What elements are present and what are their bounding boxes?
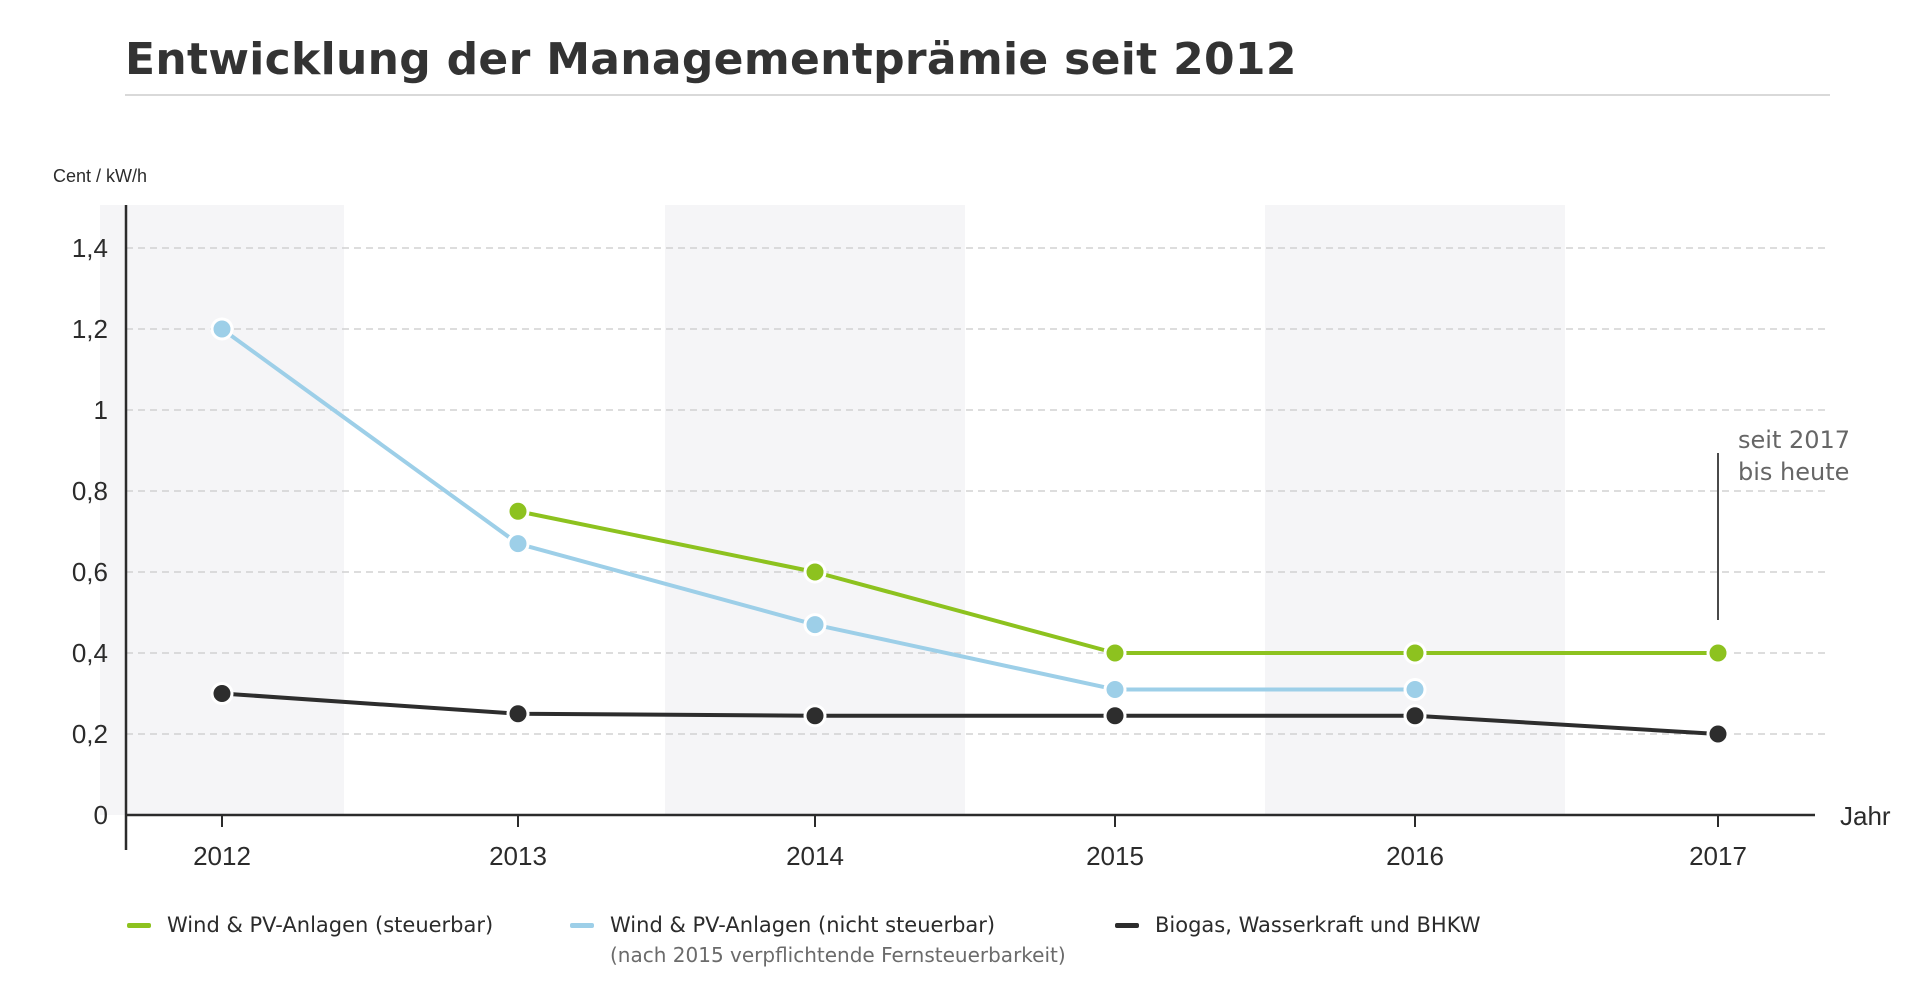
data-point (803, 560, 827, 584)
data-point (1103, 677, 1127, 701)
y-tick-label: 0,6 (72, 557, 108, 587)
legend: Wind & PV-Anlagen (steuerbar) Wind & PV-… (125, 910, 1825, 980)
annotation: seit 2017 bis heute (1717, 426, 1850, 620)
legend-swatch-blue (570, 923, 594, 928)
gridlines (126, 247, 1830, 735)
series-2 (210, 682, 1730, 746)
legend-swatch-dark (1115, 923, 1139, 928)
y-tick-label: 1,4 (72, 233, 108, 263)
data-series (210, 317, 1730, 746)
line-chart: 0 0,2 0,4 0,6 0,8 1 1,2 1,4 2012 2013 2014 2015 2016… (53, 166, 1891, 871)
y-tick-label: 0 (94, 800, 108, 830)
y-tick-label: 0,8 (72, 476, 108, 506)
data-point (1103, 641, 1127, 665)
legend-swatch-green (127, 923, 151, 928)
data-point (1403, 677, 1427, 701)
series-line (220, 691, 1720, 736)
legend-note: (nach 2015 verpflichtende Fernsteuerbark… (610, 943, 1066, 967)
data-point (210, 682, 234, 705)
y-tick-label: 0,4 (72, 638, 108, 668)
x-tick-label: 2015 (1086, 841, 1144, 871)
data-point (1103, 704, 1127, 728)
legend-item-steuerbar: Wind & PV-Anlagen (steuerbar) (127, 910, 493, 940)
data-point (1706, 641, 1730, 665)
x-tick-label: 2012 (193, 841, 251, 871)
legend-label: Wind & PV-Anlagen (nicht steuerbar) (610, 913, 996, 937)
annotation-text: bis heute (1738, 458, 1849, 486)
x-axis-label: Jahr (1840, 801, 1891, 831)
title-divider (125, 94, 1830, 96)
data-point (210, 317, 234, 341)
series-0 (506, 499, 1730, 665)
data-point (506, 702, 530, 726)
data-point (803, 704, 827, 728)
shaded-band-2012 (100, 205, 344, 815)
y-axis-label: Cent / kW/h (53, 166, 147, 186)
legend-item-biogas: Biogas, Wasserkraft und BHKW (1115, 910, 1481, 940)
data-point (506, 532, 530, 556)
annotation-text: seit 2017 (1738, 426, 1850, 454)
data-point (506, 499, 530, 523)
data-point (1706, 722, 1730, 746)
shaded-year-bands (100, 205, 1565, 815)
y-tick-label: 1 (94, 395, 108, 425)
data-point (1403, 641, 1427, 665)
y-tick-label: 0,2 (72, 719, 108, 749)
data-point (803, 613, 827, 637)
series-1 (210, 317, 1427, 701)
chart-title: Entwicklung der Managementprämie seit 20… (125, 34, 1297, 85)
data-point (1403, 704, 1427, 728)
legend-label: Wind & PV-Anlagen (steuerbar) (167, 913, 494, 937)
x-tick-label: 2016 (1386, 841, 1444, 871)
legend-item-nicht-steuerbar: Wind & PV-Anlagen (nicht steuerbar) (nac… (570, 910, 1066, 970)
x-tick-label: 2013 (489, 841, 547, 871)
axes (124, 205, 1815, 850)
y-tick-label: 1,2 (72, 314, 108, 344)
x-tick-label: 2014 (786, 841, 844, 871)
legend-label: Biogas, Wasserkraft und BHKW (1155, 913, 1481, 937)
x-tick-label: 2017 (1689, 841, 1747, 871)
tick-labels: 0 0,2 0,4 0,6 0,8 1 1,2 1,4 2012 2013 2014 2015 2016… (72, 233, 1747, 871)
